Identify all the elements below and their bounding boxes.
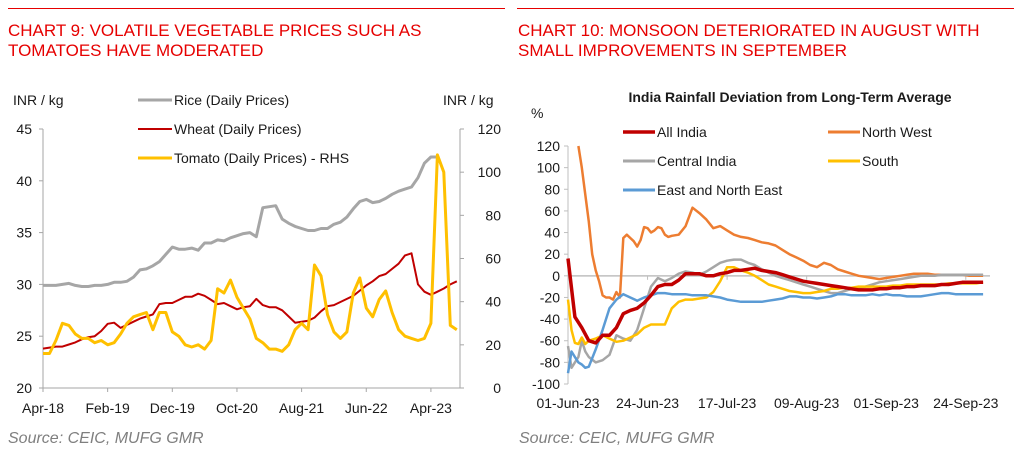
y-tick-label-left: 40 xyxy=(16,173,32,189)
legend-label-south: South xyxy=(862,153,899,169)
x-tick-label: Oct-20 xyxy=(216,400,258,416)
series-line-wheat xyxy=(42,252,458,350)
x-tick-label: 01-Sep-23 xyxy=(854,395,920,411)
right-header-rule xyxy=(517,8,1014,9)
right-chart-title: CHART 10: MONSOON DETERIORATED IN AUGUST… xyxy=(518,21,980,61)
x-tick-label: 09-Aug-23 xyxy=(774,395,840,411)
left-chart-title: CHART 9: VOLATILE VEGETABLE PRICES SUCH … xyxy=(8,21,422,61)
series-line-all-india xyxy=(566,258,984,345)
y-tick-label-right: 80 xyxy=(485,207,501,223)
y-tick-label: 40 xyxy=(544,225,560,241)
y-tick-label: -20 xyxy=(540,289,560,305)
y-tick-label: 120 xyxy=(537,138,561,154)
x-tick-label: 17-Jul-23 xyxy=(698,395,757,411)
y-tick-label: -100 xyxy=(532,376,560,392)
right-chart-title-line2: SMALL IMPROVEMENTS IN SEPTEMBER xyxy=(518,41,848,60)
left-chart-title-line1: CHART 9: VOLATILE VEGETABLE PRICES SUCH … xyxy=(8,21,422,40)
x-tick-label: Aug-21 xyxy=(279,400,324,416)
left-header-rule xyxy=(8,8,505,9)
chart-10-inner-title: India Rainfall Deviation from Long-Term … xyxy=(628,89,951,105)
y-tick-label-right: 40 xyxy=(485,294,501,310)
series-line-east-and-north-east xyxy=(566,291,984,374)
legend-label-central-india: Central India xyxy=(657,153,737,169)
legend: All India Central India East and North E… xyxy=(623,124,932,198)
legend-label-tomato: Tomato (Daily Prices) - RHS xyxy=(174,150,349,166)
left-source-note: Source: CEIC, MUFG GMR xyxy=(8,430,204,447)
legend: Rice (Daily Prices) Wheat (Daily Prices)… xyxy=(138,92,349,166)
y-tick-label: 20 xyxy=(544,246,560,262)
y-axis-label: % xyxy=(531,105,543,121)
y-tick-label-left: 30 xyxy=(16,276,32,292)
y-tick-label-left: 25 xyxy=(16,328,32,344)
legend-label-east-north-east: East and North East xyxy=(657,182,782,198)
series-line-tomato xyxy=(43,153,458,355)
x-tick-label: Apr-18 xyxy=(22,400,64,416)
x-tick-label: 01-Jun-23 xyxy=(536,395,599,411)
y-tick-label-left: 20 xyxy=(16,380,32,396)
y-tick-label-left: 45 xyxy=(16,121,32,137)
x-tick-label: Apr-23 xyxy=(410,400,452,416)
chart-10-rainfall: India Rainfall Deviation from Long-Term … xyxy=(531,89,999,411)
series-line-south xyxy=(566,265,984,346)
chart-9-prices: Rice (Daily Prices) Wheat (Daily Prices)… xyxy=(13,92,502,416)
y-tick-label-left: 35 xyxy=(16,225,32,241)
y-tick-label: -60 xyxy=(540,333,560,349)
y-tick-label: 0 xyxy=(552,268,560,284)
legend-label-wheat: Wheat (Daily Prices) xyxy=(174,121,302,137)
y-tick-label: -80 xyxy=(540,354,560,370)
x-tick-label: 24-Sep-23 xyxy=(933,395,999,411)
legend-label-all-india: All India xyxy=(657,124,707,140)
y-tick-label-right: 100 xyxy=(478,164,502,180)
x-tick-label: Feb-19 xyxy=(85,400,130,416)
y-tick-label: 80 xyxy=(544,181,560,197)
legend-label-rice: Rice (Daily Prices) xyxy=(174,92,289,108)
x-tick-label: Jun-22 xyxy=(345,400,388,416)
series-line-rice xyxy=(43,155,438,288)
x-tick-label: Dec-19 xyxy=(150,400,195,416)
y-axis-label-left: INR / kg xyxy=(13,92,64,108)
y-axis-label-right: INR / kg xyxy=(443,92,494,108)
y-tick-label: 100 xyxy=(537,160,561,176)
y-tick-label-right: 0 xyxy=(493,380,501,396)
right-source-note: Source: CEIC, MUFG GMR xyxy=(519,430,715,447)
y-tick-label-right: 120 xyxy=(478,121,502,137)
x-tick-label: 24-Jun-23 xyxy=(616,395,679,411)
legend-label-north-west: North West xyxy=(862,124,932,140)
left-chart-title-line2: TOMATOES HAVE MODERATED xyxy=(8,41,264,60)
right-chart-title-line1: CHART 10: MONSOON DETERIORATED IN AUGUST… xyxy=(518,21,980,40)
y-tick-label: -40 xyxy=(540,311,560,327)
y-tick-label-right: 60 xyxy=(485,251,501,267)
y-tick-label-right: 20 xyxy=(485,337,501,353)
y-tick-label: 60 xyxy=(544,203,560,219)
